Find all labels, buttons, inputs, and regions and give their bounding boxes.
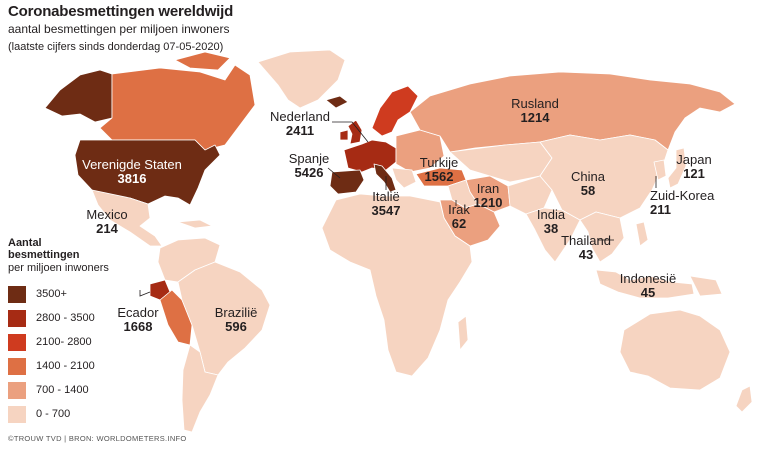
country-label-mexico: Mexico 214 (86, 207, 128, 236)
korea-region (653, 159, 667, 181)
africa-region (321, 193, 473, 377)
spain-leader-line (327, 167, 341, 179)
country-label-turkey: Turkije 1562 (419, 155, 459, 184)
map-title: Coronabesmettingen wereldwijd (8, 3, 234, 20)
ecuador-leader-line (139, 290, 151, 297)
peru-region (159, 289, 193, 346)
country-label-brazil: Brazilië 596 (214, 305, 258, 334)
canada-region (99, 64, 256, 151)
legend-swatch (8, 406, 26, 423)
new-zealand-region (735, 385, 753, 413)
legend-label: 1400 - 2100 (36, 360, 95, 372)
uk-region (347, 119, 363, 145)
arctic-islands-region (174, 51, 231, 71)
southeast-asia-region (579, 211, 625, 263)
japan-region (667, 147, 687, 189)
papua-region (689, 275, 723, 297)
country-label-italy: Italië 3547 (371, 189, 401, 218)
date-note: (laatste cijfers sinds donderdag 07-05-2… (8, 41, 224, 53)
country-label-indonesia: Indonesië 45 (619, 271, 677, 300)
legend-label: 700 - 1400 (36, 384, 89, 396)
map-subtitle: aantal besmettingen per miljoen inwoners (8, 22, 230, 36)
scandinavia-region (371, 85, 419, 137)
philippines-region (635, 221, 649, 247)
country-label-china: China 58 (571, 169, 605, 198)
legend-label: 2800 - 3500 (36, 312, 95, 324)
india-region (525, 207, 581, 263)
legend-swatch (8, 334, 26, 351)
iceland-region (325, 95, 349, 109)
china-region (539, 134, 669, 221)
mexico-region (91, 189, 163, 247)
australia-region (619, 309, 731, 391)
legend-swatch (8, 286, 26, 303)
country-label-spain: Spanje 5426 (288, 151, 330, 180)
southern-cone-region (181, 344, 219, 433)
country-label-usa: Verenigde Staten 3816 (82, 157, 182, 186)
legend-label: 0 - 700 (36, 408, 71, 420)
greenland-region (257, 49, 346, 109)
iberia-region (329, 169, 365, 195)
country-label-south-korea: Zuid-Korea 211 (650, 188, 715, 217)
legend-item: 2100- 2800 (8, 334, 128, 351)
legend-item: 0 - 700 (8, 406, 128, 423)
country-label-netherlands: Nederland 2411 (270, 109, 330, 138)
italy-region (373, 163, 397, 193)
country-label-ecuador: Ecador 1668 (117, 305, 159, 334)
brazil-region (177, 261, 271, 376)
legend-item: 2800 - 3500 (8, 310, 128, 327)
legend-swatch (8, 310, 26, 327)
madagascar-region (457, 315, 469, 351)
usa-region (74, 139, 221, 206)
legend: Aantal besmettingen per miljoen inwoners (8, 237, 109, 274)
country-label-india: India 38 (536, 207, 566, 236)
legend-title-line1: Aantal (8, 237, 42, 249)
balkans-region (391, 167, 417, 189)
russia-region (409, 71, 736, 153)
legend-label: 2100- 2800 (36, 336, 92, 348)
western-europe-region (343, 139, 397, 173)
source-credit: ©TROUW TVD | BRON: WORLDOMETERS.INFO (8, 434, 187, 443)
country-label-iran: Iran 1210 (473, 181, 503, 210)
legend-label: 3500+ (36, 288, 67, 300)
legend-subtitle: per miljoen inwoners (8, 262, 109, 275)
legend-items: 3500+ 2800 - 3500 2100- 2800 1400 - 2100… (8, 286, 148, 426)
country-label-iraq: Irak 62 (448, 202, 470, 231)
caribbean-region (177, 219, 213, 229)
netherlands-leader-line (332, 121, 369, 143)
legend-item: 700 - 1400 (8, 382, 128, 399)
legend-item: 3500+ (8, 286, 128, 303)
legend-swatch (8, 382, 26, 399)
legend-title-line2: besmettingen (8, 249, 80, 262)
indonesia-region (595, 269, 695, 299)
country-label-thailand: Thailand 43 (561, 233, 611, 262)
alaska-region (44, 69, 113, 123)
legend-swatch (8, 358, 26, 375)
country-label-japan: Japan 121 (676, 152, 712, 181)
country-label-russia: Rusland 1214 (511, 96, 559, 125)
ireland-region (339, 129, 349, 141)
legend-item: 1400 - 2100 (8, 358, 128, 375)
